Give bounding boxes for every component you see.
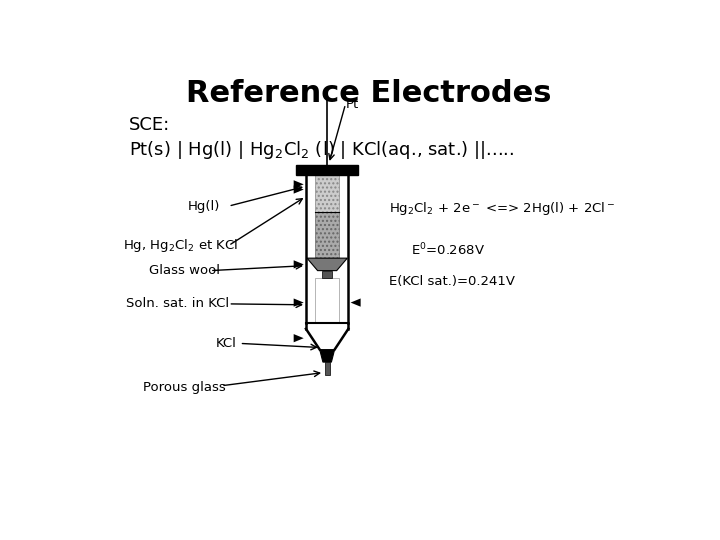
Text: Pt(s) | Hg(l) | Hg$_2$Cl$_2$ (l) | KCl(aq., sat.) ||.....: Pt(s) | Hg(l) | Hg$_2$Cl$_2$ (l) | KCl(a… xyxy=(129,139,514,161)
Text: E(KCl sat.)=0.241V: E(KCl sat.)=0.241V xyxy=(389,274,515,287)
Bar xyxy=(322,271,333,278)
Bar xyxy=(315,175,339,212)
Bar xyxy=(297,165,358,175)
Polygon shape xyxy=(294,260,304,268)
Text: Hg, Hg$_2$Cl$_2$ et KCl: Hg, Hg$_2$Cl$_2$ et KCl xyxy=(124,237,238,254)
Polygon shape xyxy=(294,185,304,194)
Text: Hg$_2$Cl$_2$ + 2e$^-$ <=> 2Hg(l) + 2Cl$^-$: Hg$_2$Cl$_2$ + 2e$^-$ <=> 2Hg(l) + 2Cl$^… xyxy=(389,200,615,217)
Polygon shape xyxy=(294,180,304,188)
Polygon shape xyxy=(307,258,347,271)
Text: Pt: Pt xyxy=(346,98,359,111)
Bar xyxy=(315,212,339,258)
Text: Hg(l): Hg(l) xyxy=(188,200,220,213)
Text: Porous glass: Porous glass xyxy=(143,381,226,394)
Bar xyxy=(315,278,339,322)
Text: KCl: KCl xyxy=(215,337,236,350)
Polygon shape xyxy=(294,334,304,342)
Text: SCE:: SCE: xyxy=(129,116,171,134)
Polygon shape xyxy=(294,299,304,307)
Polygon shape xyxy=(351,299,361,307)
Text: Glass wool: Glass wool xyxy=(148,264,220,277)
Text: Reference Electrodes: Reference Electrodes xyxy=(186,79,552,109)
Text: E$^0$=0.268V: E$^0$=0.268V xyxy=(411,241,485,258)
Polygon shape xyxy=(320,349,335,362)
Text: Soln. sat. in KCl: Soln. sat. in KCl xyxy=(126,298,230,310)
Bar xyxy=(325,362,330,375)
